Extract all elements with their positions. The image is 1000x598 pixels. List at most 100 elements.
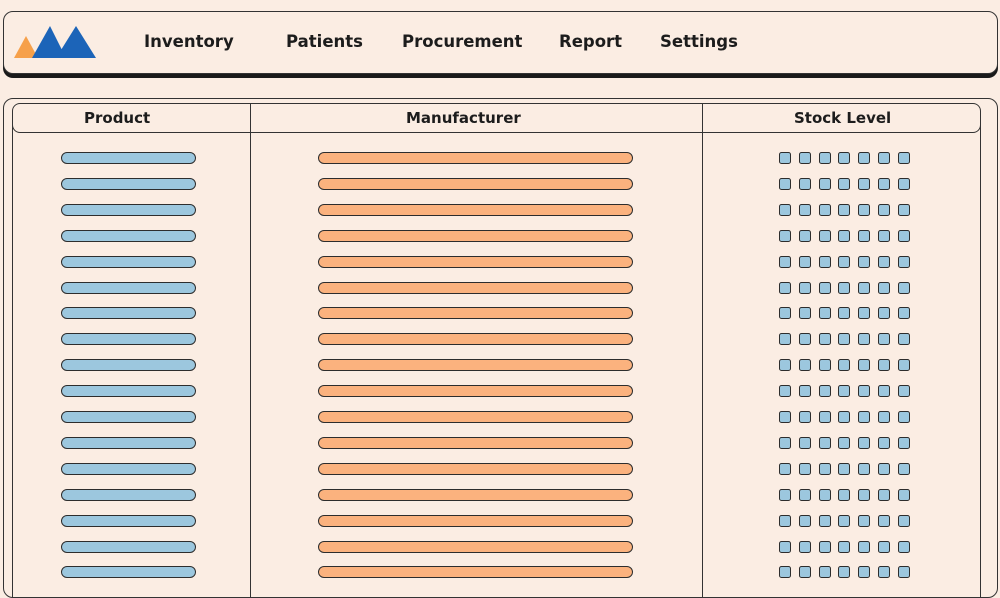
product-cell[interactable]: [61, 230, 196, 242]
product-cell[interactable]: [61, 359, 196, 371]
manufacturer-cell[interactable]: [318, 152, 633, 164]
stock-level-square: [878, 282, 890, 294]
manufacturer-cell[interactable]: [318, 204, 633, 216]
stock-level-square: [838, 282, 851, 294]
column-header-stock-level[interactable]: Stock Level: [794, 109, 892, 127]
stock-level-square: [878, 489, 890, 501]
product-cell[interactable]: [61, 463, 196, 475]
stock-level-square: [858, 437, 871, 449]
stock-level-square: [818, 515, 831, 527]
stock-level-square: [779, 333, 791, 345]
nav-report[interactable]: Report: [559, 32, 623, 51]
manufacturer-cell[interactable]: [318, 541, 633, 553]
product-cell[interactable]: [61, 204, 196, 216]
column-divider: [702, 103, 703, 598]
product-cell[interactable]: [61, 515, 196, 527]
stock-level-square: [798, 204, 811, 216]
manufacturer-cell[interactable]: [318, 489, 633, 501]
product-cell[interactable]: [61, 152, 196, 164]
stock-level-square: [878, 566, 890, 578]
stock-level-square: [838, 359, 851, 371]
manufacturer-cell[interactable]: [318, 178, 633, 190]
stock-level-square: [858, 515, 871, 527]
nav-inventory[interactable]: Inventory: [144, 32, 234, 51]
manufacturer-cell[interactable]: [318, 333, 633, 345]
column-divider: [250, 103, 251, 598]
manufacturer-cell[interactable]: [318, 566, 633, 578]
product-cell[interactable]: [61, 566, 196, 578]
stock-level-square: [779, 411, 791, 423]
stock-level-square: [779, 256, 791, 268]
stock-level-square: [897, 566, 910, 578]
stock-level-square: [878, 178, 890, 190]
stock-level-square: [818, 152, 831, 164]
manufacturer-cell[interactable]: [318, 282, 633, 294]
manufacturer-cell[interactable]: [318, 515, 633, 527]
manufacturer-cell[interactable]: [318, 307, 633, 319]
manufacturer-cell[interactable]: [318, 256, 633, 268]
product-cell[interactable]: [61, 307, 196, 319]
stock-level-square: [818, 411, 831, 423]
stock-level-square: [838, 256, 851, 268]
product-cell[interactable]: [61, 333, 196, 345]
stock-level-square: [798, 411, 811, 423]
table-right-border: [980, 118, 981, 598]
product-cell[interactable]: [61, 385, 196, 397]
stock-level-square: [779, 437, 791, 449]
stock-level-square: [838, 307, 851, 319]
nav-settings[interactable]: Settings: [660, 32, 738, 51]
column-header-manufacturer[interactable]: Manufacturer: [406, 109, 521, 127]
stock-level-square: [878, 411, 890, 423]
manufacturer-cell[interactable]: [318, 385, 633, 397]
manufacturer-cell[interactable]: [318, 463, 633, 475]
stock-level-square: [818, 437, 831, 449]
manufacturer-cell[interactable]: [318, 411, 633, 423]
stock-level-square: [878, 333, 890, 345]
product-cell[interactable]: [61, 489, 196, 501]
stock-level-square: [818, 489, 831, 501]
stock-level-square: [897, 282, 910, 294]
stock-level-square: [897, 515, 910, 527]
product-cell[interactable]: [61, 282, 196, 294]
stock-level-square: [858, 282, 871, 294]
stock-level-square: [858, 566, 871, 578]
nav-patients[interactable]: Patients: [286, 32, 363, 51]
manufacturer-cell[interactable]: [318, 437, 633, 449]
stock-level-square: [818, 282, 831, 294]
top-navbar: Inventory Patients Procurement Report Se…: [3, 11, 998, 74]
manufacturer-cell[interactable]: [318, 359, 633, 371]
stock-level-square: [858, 333, 871, 345]
stock-level-square: [818, 256, 831, 268]
stock-level-square: [779, 204, 791, 216]
stock-level-square: [798, 489, 811, 501]
stock-level-square: [779, 178, 791, 190]
stock-level-square: [878, 230, 890, 242]
stock-level-square: [779, 282, 791, 294]
stock-level-square: [897, 230, 910, 242]
stock-level-square: [897, 385, 910, 397]
product-cell[interactable]: [61, 411, 196, 423]
manufacturer-cell[interactable]: [318, 230, 633, 242]
product-cell[interactable]: [61, 541, 196, 553]
stock-level-square: [897, 307, 910, 319]
stock-level-square: [858, 463, 871, 475]
stock-level-square: [858, 385, 871, 397]
stock-level-square: [798, 541, 811, 553]
column-header-product[interactable]: Product: [84, 109, 151, 127]
stock-level-square: [818, 385, 831, 397]
stock-level-square: [878, 437, 890, 449]
stock-level-square: [878, 307, 890, 319]
stock-level-square: [779, 385, 791, 397]
stock-level-square: [818, 307, 831, 319]
brand-logo-icon[interactable]: [14, 24, 104, 60]
stock-level-square: [897, 204, 910, 216]
stock-level-square: [838, 333, 851, 345]
table-header: [12, 103, 981, 133]
stock-level-square: [838, 204, 851, 216]
product-cell[interactable]: [61, 437, 196, 449]
stock-level-square: [878, 256, 890, 268]
product-cell[interactable]: [61, 178, 196, 190]
stock-level-square: [818, 541, 831, 553]
nav-procurement[interactable]: Procurement: [402, 32, 523, 51]
product-cell[interactable]: [61, 256, 196, 268]
